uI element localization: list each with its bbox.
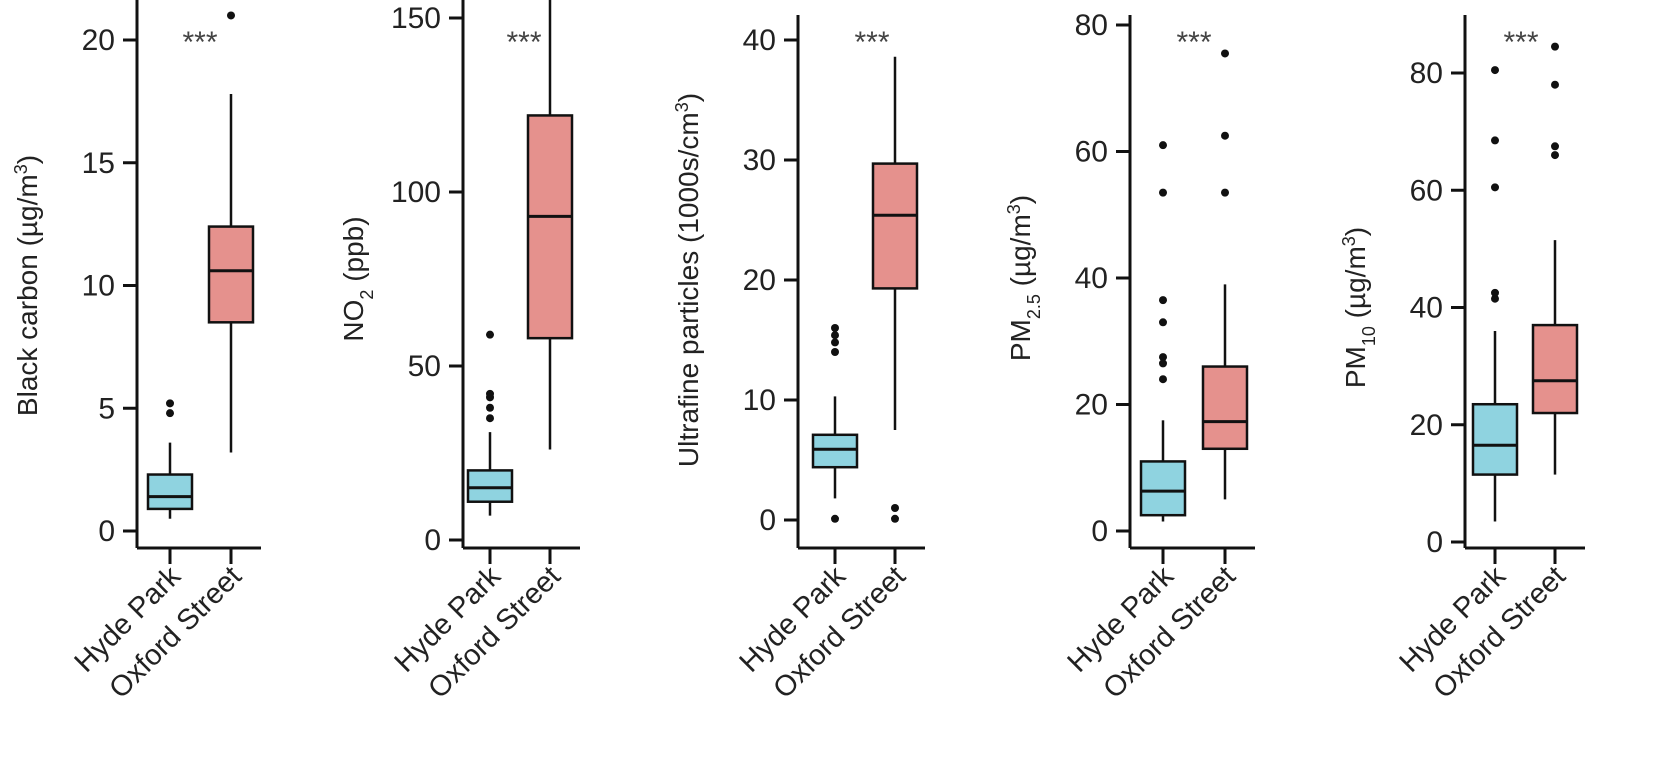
outlier-point	[831, 348, 839, 356]
outlier-point	[1159, 296, 1167, 305]
y-tick-label: 150	[391, 2, 441, 35]
y-tick-label: 60	[1075, 136, 1108, 169]
y-tick-label: 0	[424, 524, 441, 557]
outlier-point	[1159, 318, 1167, 327]
y-tick-label: 0	[1091, 515, 1108, 548]
y-axis-label: Black carbon (µg/m3)	[11, 155, 43, 416]
y-tick-label: 10	[82, 270, 115, 303]
y-tick-label: 30	[743, 144, 776, 177]
y-axis-label: Ultrafine particles (1000s/cm3)	[672, 93, 704, 467]
iqr-box	[1139, 460, 1187, 517]
significance-label: ***	[506, 26, 541, 59]
y-tick-label: 80	[1075, 9, 1108, 42]
outlier-point	[166, 399, 174, 408]
y-tick-label: 15	[82, 147, 115, 180]
outlier-point	[831, 514, 839, 523]
outlier-point	[1551, 80, 1559, 89]
y-tick-label: 0	[1426, 526, 1443, 559]
y-tick-label: 50	[408, 350, 441, 383]
outlier-point	[831, 338, 839, 347]
box-oxford-street	[871, 56, 919, 523]
y-tick-label: 20	[1075, 389, 1108, 422]
iqr-box	[1201, 365, 1249, 451]
box-hyde-park	[1139, 141, 1187, 522]
box-hyde-park	[811, 324, 859, 523]
outlier-point	[166, 409, 174, 418]
outlier-point	[891, 514, 899, 523]
outlier-point	[1221, 188, 1229, 197]
iqr-box	[466, 469, 514, 503]
y-tick-label: 0	[98, 515, 115, 548]
box-oxford-street	[1201, 49, 1249, 500]
outlier-point	[1221, 49, 1229, 58]
box-oxford-street	[207, 11, 255, 453]
box-oxford-street	[526, 0, 574, 450]
outlier-point	[486, 389, 494, 398]
y-tick-label: 40	[743, 24, 776, 57]
iqr-box	[207, 225, 255, 324]
significance-label: ***	[182, 26, 217, 59]
y-axis-label: PM10 (µg/m3)	[1339, 227, 1379, 388]
outlier-point	[1491, 294, 1499, 303]
box-hyde-park	[1471, 66, 1519, 522]
outlier-point	[486, 403, 494, 412]
box-hyde-park	[146, 399, 194, 519]
outlier-point	[831, 331, 839, 340]
outlier-point	[1159, 141, 1167, 150]
iqr-box	[1531, 323, 1579, 415]
outlier-point	[1491, 136, 1499, 145]
significance-label: ***	[1176, 26, 1211, 59]
outlier-point	[486, 330, 494, 339]
y-tick-label: 40	[1410, 292, 1443, 325]
outlier-point	[831, 324, 839, 332]
y-tick-label: 5	[98, 392, 115, 425]
outlier-point	[1221, 131, 1229, 140]
outlier-point	[891, 504, 899, 512]
iqr-box	[811, 433, 859, 469]
iqr-box	[146, 473, 194, 511]
outlier-point	[227, 11, 235, 20]
iqr-box	[871, 162, 919, 290]
iqr-box	[1471, 402, 1519, 476]
outlier-point	[1491, 288, 1499, 297]
y-tick-label: 80	[1410, 57, 1443, 90]
y-tick-label: 0	[759, 504, 776, 537]
outlier-point	[1551, 142, 1559, 151]
y-tick-label: 10	[743, 384, 776, 417]
y-tick-label: 100	[391, 176, 441, 209]
outlier-point	[1491, 183, 1499, 192]
y-tick-label: 40	[1075, 262, 1108, 295]
significance-label: ***	[854, 26, 889, 59]
significance-label: ***	[1503, 26, 1538, 59]
outlier-point	[1159, 188, 1167, 197]
y-axis-label: PM2.5 (µg/m3)	[1004, 195, 1044, 361]
iqr-box	[526, 114, 574, 340]
outlier-point	[486, 414, 494, 423]
y-tick-label: 20	[743, 264, 776, 297]
outlier-point	[1551, 151, 1559, 160]
y-tick-label: 20	[1410, 409, 1443, 442]
outlier-point	[1159, 359, 1167, 368]
box-hyde-park	[466, 330, 514, 516]
y-tick-label: 20	[82, 24, 115, 57]
box-oxford-street	[1531, 42, 1579, 475]
y-tick-label: 60	[1410, 174, 1443, 207]
outlier-point	[1159, 353, 1167, 362]
outlier-point	[1159, 375, 1167, 384]
outlier-point	[1491, 66, 1499, 75]
outlier-point	[1551, 42, 1559, 51]
y-axis-label: NO2 (ppb)	[338, 216, 377, 341]
